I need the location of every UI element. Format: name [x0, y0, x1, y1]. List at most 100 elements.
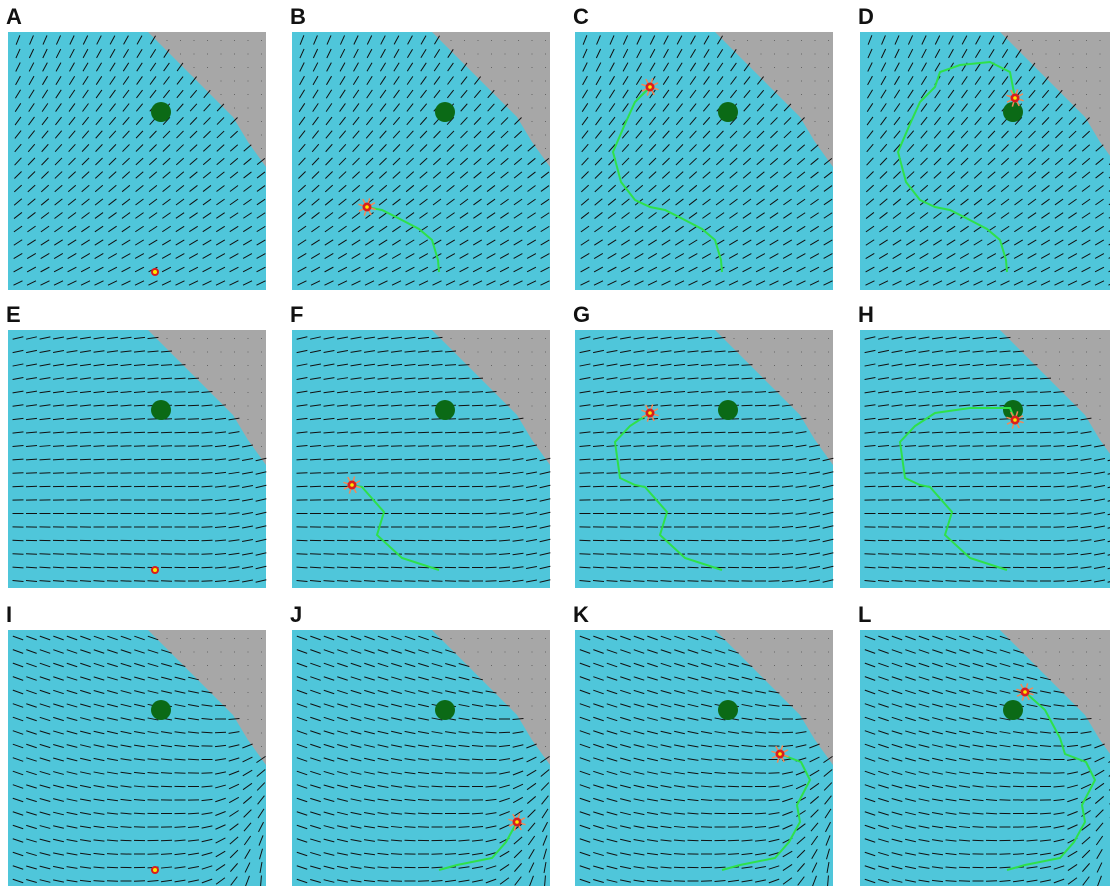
land-dot [248, 352, 249, 353]
land-dot [801, 40, 802, 41]
land-dot [532, 406, 533, 407]
land-dot [545, 733, 546, 734]
arrow [647, 581, 658, 582]
arrow [432, 800, 443, 801]
arrow [986, 813, 997, 814]
land-dot [505, 692, 506, 693]
land-dot [234, 338, 235, 339]
arrow [215, 732, 226, 733]
land-dot [532, 665, 533, 666]
land-dot [167, 638, 168, 639]
land-dot [1100, 135, 1101, 136]
arrow [405, 840, 416, 841]
arrow [486, 513, 497, 514]
land-dot [261, 652, 262, 653]
land-dot [261, 719, 262, 720]
panel-label: A [6, 4, 22, 29]
arrow [688, 446, 699, 447]
land-dot [221, 379, 222, 380]
land-dot [1100, 81, 1101, 82]
land-dot [464, 54, 465, 55]
land-dot [788, 67, 789, 68]
land-dot [248, 379, 249, 380]
target [718, 700, 738, 720]
land-dot [815, 406, 816, 407]
land-dot [248, 679, 249, 680]
land-dot [1086, 352, 1087, 353]
arrow [755, 759, 766, 760]
arrow [782, 732, 793, 733]
land-dot [828, 419, 829, 420]
arrow [701, 813, 712, 814]
land-dot [464, 652, 465, 653]
arrow [728, 840, 739, 841]
arrow [1040, 759, 1051, 760]
land-dot [774, 54, 775, 55]
arrow [324, 554, 335, 555]
arrow [175, 378, 186, 379]
arrow [486, 527, 497, 528]
arrow [769, 513, 780, 514]
land-dot [491, 638, 492, 639]
arrow [445, 786, 456, 787]
arrow [946, 581, 957, 582]
land-dot [545, 352, 546, 353]
arrow [593, 554, 604, 555]
land-dot [248, 121, 249, 122]
arrow [1054, 500, 1065, 501]
arrow [986, 432, 997, 433]
arrow [742, 827, 753, 828]
land-dot [828, 406, 829, 407]
land-dot [1073, 338, 1074, 339]
arrow [959, 867, 970, 868]
arrow [80, 567, 91, 568]
land-dot [234, 40, 235, 41]
land-dot [518, 67, 519, 68]
land-dot [815, 338, 816, 339]
land-dot [194, 338, 195, 339]
land-dot [747, 352, 748, 353]
land-dot [1073, 54, 1074, 55]
arrow [1000, 432, 1011, 433]
land-dot [761, 352, 762, 353]
land-dot [1073, 692, 1074, 693]
land-dot [788, 81, 789, 82]
land-dot [801, 67, 802, 68]
land-dot [828, 338, 829, 339]
land-dot [1032, 352, 1033, 353]
land-dot [194, 665, 195, 666]
land-dot [248, 433, 249, 434]
land-dot [261, 746, 262, 747]
land-dot [545, 121, 546, 122]
land-dot [234, 406, 235, 407]
land-dot [180, 352, 181, 353]
land-dot [761, 40, 762, 41]
land-dot [1086, 54, 1087, 55]
arrow [40, 567, 51, 568]
land-dot [1059, 665, 1060, 666]
land-dot [734, 338, 735, 339]
land-dot [1032, 638, 1033, 639]
land-dot [518, 392, 519, 393]
land-dot [261, 67, 262, 68]
land-dot [261, 406, 262, 407]
land-dot [545, 148, 546, 149]
land-dot [1032, 338, 1033, 339]
land-dot [1046, 665, 1047, 666]
land-dot [505, 94, 506, 95]
land-dot [207, 679, 208, 680]
arrow [459, 378, 470, 379]
agent-core [153, 568, 157, 572]
land-dot [261, 135, 262, 136]
land-dot [491, 54, 492, 55]
land-dot [801, 81, 802, 82]
land-dot [532, 121, 533, 122]
land-dot [1059, 638, 1060, 639]
land-dot [828, 108, 829, 109]
arrow [148, 800, 159, 801]
arrow [202, 773, 213, 774]
land-dot [221, 365, 222, 366]
land-dot [1086, 406, 1087, 407]
land-dot [478, 67, 479, 68]
land-dot [234, 54, 235, 55]
